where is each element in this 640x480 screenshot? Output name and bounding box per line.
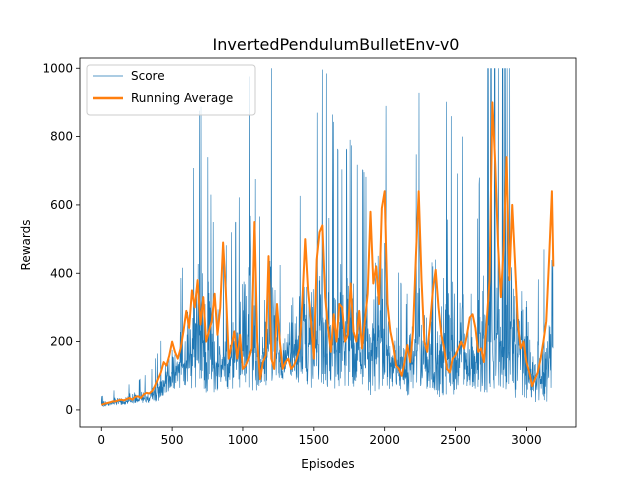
legend: Score Running Average bbox=[86, 64, 256, 116]
x-tick-label: 0 bbox=[97, 433, 105, 447]
axes-spines bbox=[79, 57, 577, 428]
y-tick-label: 600 bbox=[50, 198, 73, 212]
x-tick-label: 2000 bbox=[369, 433, 400, 447]
plot-area bbox=[100, 68, 555, 408]
y-axis-label: Rewards bbox=[19, 220, 33, 271]
y-tick-label: 200 bbox=[50, 335, 73, 349]
y-tick-label: 800 bbox=[50, 130, 73, 144]
x-tick-label: 1000 bbox=[228, 433, 259, 447]
x-axis-label: Episodes bbox=[301, 457, 354, 471]
x-tick-label: 3000 bbox=[511, 433, 542, 447]
y-tick-label: 400 bbox=[50, 266, 73, 280]
x-tick-label: 1500 bbox=[299, 433, 330, 447]
x-tick-label: 2500 bbox=[440, 433, 471, 447]
y-axis-ticks: 0 200 400 600 800 1000 bbox=[42, 61, 80, 417]
y-tick-label: 0 bbox=[65, 403, 73, 417]
legend-box bbox=[86, 64, 256, 116]
running-average-series-line bbox=[100, 101, 555, 406]
legend-running-average-label: Running Average bbox=[131, 91, 233, 105]
score-series-line bbox=[100, 68, 554, 408]
y-tick-label: 1000 bbox=[42, 61, 73, 75]
x-axis-ticks: 0 500 1000 1500 2000 2500 3000 bbox=[97, 427, 542, 447]
legend-score-label: Score bbox=[131, 69, 165, 83]
chart-title: InvertedPendulumBulletEnv-v0 bbox=[213, 35, 460, 54]
axes-frame bbox=[79, 57, 577, 428]
x-tick-label: 500 bbox=[161, 433, 184, 447]
